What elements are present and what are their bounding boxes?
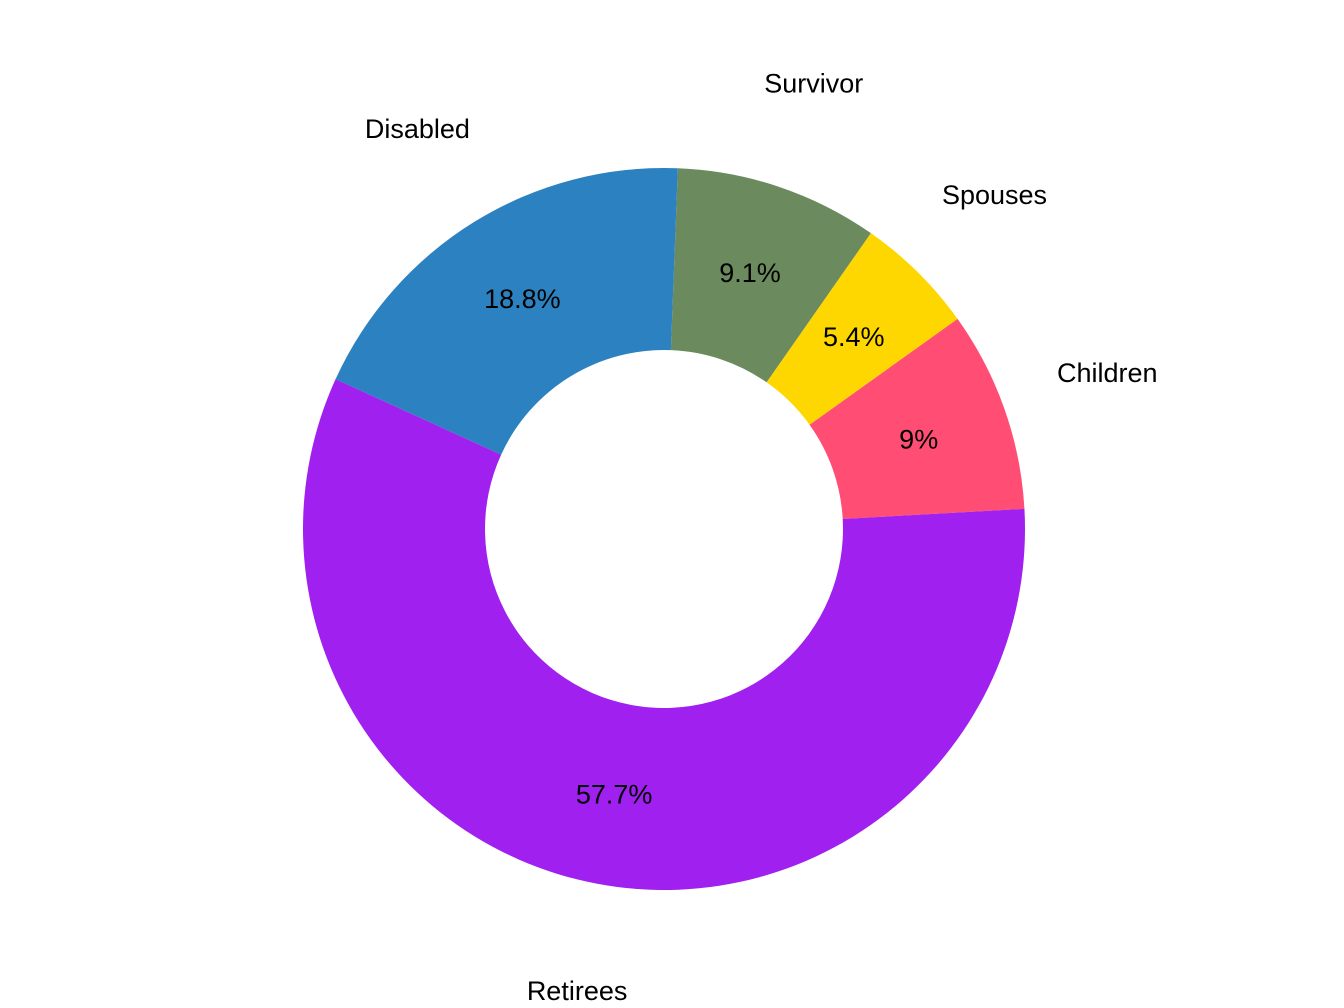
percent-label-retirees: 57.7% [576,779,653,809]
category-label-disabled: Disabled [365,114,470,144]
slice-spouses [766,233,958,425]
percent-label-disabled: 18.8% [484,284,561,314]
percent-label-children: 9% [899,424,938,454]
category-label-survivor: Survivor [764,69,863,99]
category-label-children: Children [1057,358,1158,388]
category-label-retirees: Retirees [527,976,628,1006]
category-label-spouses: Spouses [942,180,1047,210]
percent-labels-layer: 9% 5.4% 9.1% 18.8% 57.7% [484,258,938,809]
slice-children [809,318,1025,520]
category-labels-layer: Children Spouses Survivor Disabled Retirees [365,69,1158,1006]
percent-label-spouses: 5.4% [823,322,885,352]
percent-label-survivor: 9.1% [719,258,781,288]
slice-disabled [335,168,678,455]
slices-layer [303,168,1026,891]
slice-retirees [303,379,1026,891]
slice-survivor [670,168,871,383]
